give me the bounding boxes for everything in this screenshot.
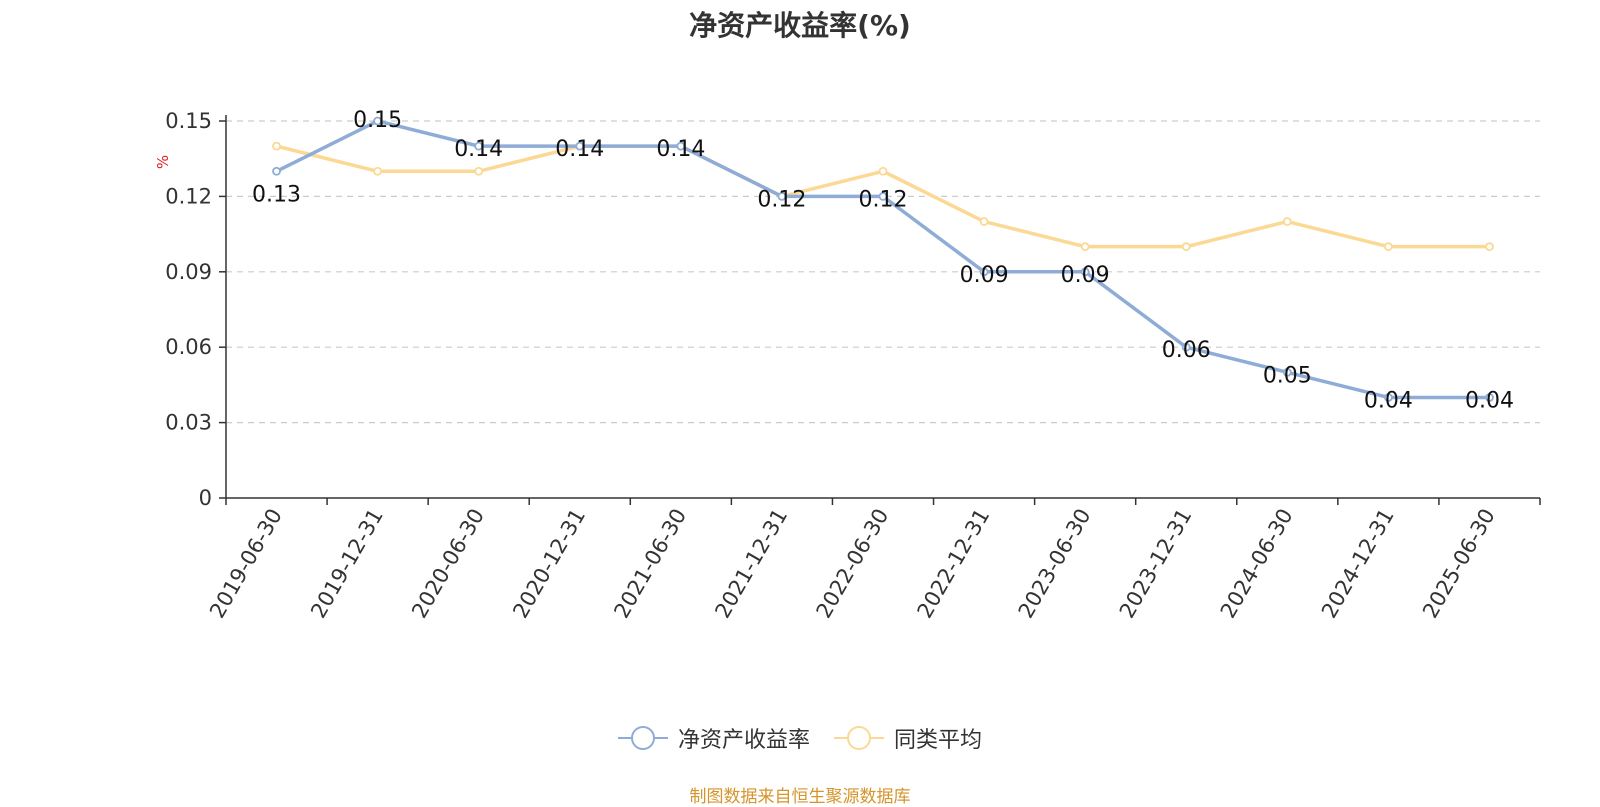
data-point-peer-average[interactable] — [1080, 242, 1090, 252]
y-tick-label: 0.06 — [165, 335, 212, 359]
x-tick-label: 2019-06-30 — [205, 505, 287, 623]
data-point-peer-average[interactable] — [878, 166, 888, 176]
legend-label-peer-average: 同类平均 — [894, 728, 983, 753]
data-point-peer-average[interactable] — [1181, 242, 1191, 252]
data-label: 0.14 — [555, 137, 604, 162]
x-tick-label: 2024-06-30 — [1216, 505, 1298, 623]
data-label: 0.15 — [353, 108, 402, 133]
data-label: 0.04 — [1465, 388, 1514, 413]
x-tick-label: 2021-12-31 — [710, 505, 792, 623]
data-point-peer-average[interactable] — [1383, 242, 1393, 252]
data-point-peer-average[interactable] — [272, 141, 281, 151]
data-point-roe[interactable] — [777, 191, 787, 201]
data-label: 0.04 — [1364, 388, 1413, 413]
legend-swatch-peer-average-icon — [834, 726, 884, 750]
data-labels: 0.13 0.15 0.14 0.14 0.14 0.12 0.12 0.09 0.09 0.06… — [252, 108, 1514, 413]
data-point-roe[interactable] — [373, 116, 383, 126]
y-tick-label: 0.09 — [165, 260, 212, 284]
data-point-roe[interactable] — [1485, 393, 1494, 402]
y-tick-label: 0.03 — [165, 411, 212, 435]
legend-label-roe: 净资产收益率 — [677, 728, 810, 753]
x-tick-label: 2019-12-31 — [306, 505, 388, 623]
data-point-roe[interactable] — [575, 141, 585, 151]
data-point-roe[interactable] — [979, 267, 989, 277]
legend-item-peer-average[interactable]: 同类平均 — [834, 722, 982, 754]
legend-swatch-roe-icon — [617, 726, 668, 750]
x-tick-label: 2022-12-31 — [913, 505, 995, 623]
data-label: 0.09 — [1061, 263, 1110, 288]
data-point-peer-average[interactable] — [373, 166, 383, 176]
x-tick-label: 2022-06-30 — [812, 505, 894, 623]
data-point-roe[interactable] — [878, 191, 888, 201]
data-point-roe[interactable] — [272, 166, 281, 176]
data-point-peer-average[interactable] — [1282, 217, 1292, 226]
axes: 0 0.03 0.06 0.09 0.12 0.15% 2019-06-30 2019-12-… — [154, 109, 1541, 623]
x-tick-label: 2023-06-30 — [1014, 505, 1096, 623]
data-label: 0.14 — [656, 137, 705, 162]
gridlines — [226, 120, 1540, 424]
series — [272, 116, 1494, 402]
x-tick-label: 2020-12-31 — [508, 505, 590, 623]
series-line-roe — [275, 119, 1490, 400]
data-point-peer-average[interactable] — [1485, 242, 1494, 252]
y-axis-label: % — [154, 155, 172, 169]
y-tick-label: 0 — [199, 486, 212, 510]
data-point-roe[interactable] — [474, 141, 484, 151]
legend-item-roe[interactable]: 净资产收益率 — [617, 722, 810, 754]
data-point-peer-average[interactable] — [474, 166, 484, 176]
data-point-peer-average[interactable] — [979, 217, 989, 226]
data-point-roe[interactable] — [1080, 267, 1090, 277]
data-label: 0.12 — [859, 187, 908, 212]
data-label: 0.14 — [454, 137, 503, 162]
line-chart: 0 0.03 0.06 0.09 0.12 0.15% 2019-06-30 2019-12-… — [154, 108, 1541, 623]
x-tick-label: 2023-12-31 — [1115, 505, 1197, 623]
data-point-roe[interactable] — [1181, 342, 1191, 352]
x-tick-label: 2020-06-30 — [407, 505, 489, 623]
x-tick-label: 2021-06-30 — [609, 505, 691, 623]
data-label: 0.05 — [1263, 363, 1312, 388]
x-tick-label: 2025-06-30 — [1418, 505, 1500, 623]
chart-title: 净资产收益率(%) — [689, 9, 911, 42]
data-point-roe[interactable] — [1383, 393, 1393, 402]
data-point-roe[interactable] — [676, 141, 686, 151]
y-tick-label: 0.15 — [165, 109, 212, 133]
data-label: 0.12 — [757, 187, 806, 212]
data-label: 0.06 — [1162, 338, 1211, 363]
data-point-roe[interactable] — [1282, 367, 1292, 377]
x-tick-label: 2024-12-31 — [1317, 505, 1399, 623]
legend: 净资产收益率 同类平均 — [0, 722, 1600, 754]
data-label: 0.09 — [960, 263, 1009, 288]
y-tick-label: 0.12 — [165, 184, 212, 208]
data-label: 0.13 — [252, 182, 301, 207]
source-note: 制图数据来自恒生聚源数据库 — [689, 787, 911, 807]
